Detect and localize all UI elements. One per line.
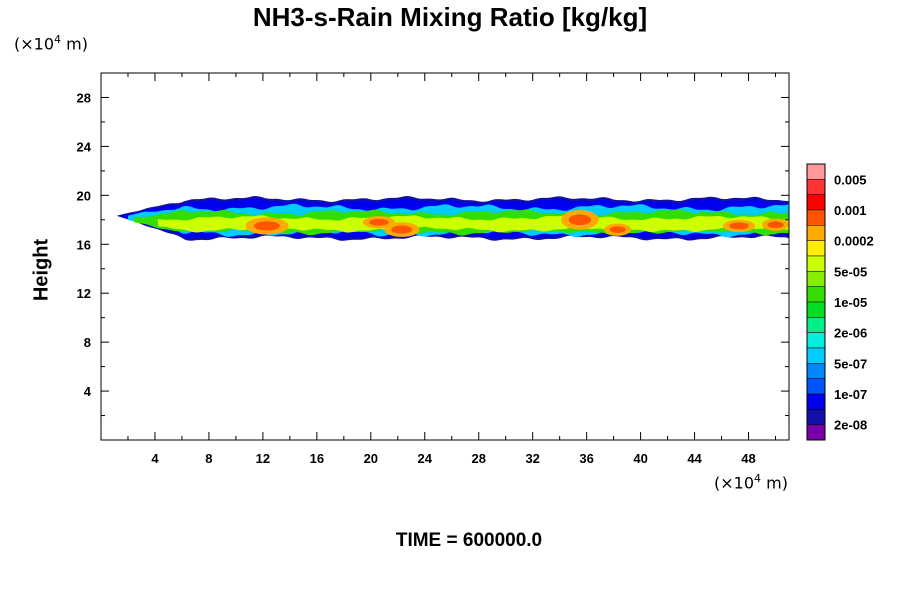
field-core-center-3 [568, 214, 592, 226]
colorbar-swatch [806, 347, 826, 364]
field-core-center-5 [729, 222, 749, 230]
colorbar-frame [806, 163, 826, 441]
colorbar-label: 5e-07 [834, 356, 867, 371]
x-tick-label: 28 [471, 451, 485, 466]
x-tick-label: 36 [579, 451, 593, 466]
y-tick-label: 16 [77, 237, 91, 252]
colorbar-swatch [806, 240, 826, 257]
field-core-center-0 [253, 221, 280, 231]
x-tick-label: 40 [633, 451, 647, 466]
colorbar-swatch [806, 271, 826, 287]
field-core-center-4 [609, 226, 626, 233]
colorbar-swatch [806, 209, 826, 226]
plot-area [100, 72, 790, 441]
colorbar-label: 2e-08 [834, 418, 867, 433]
colorbar-label: 1e-05 [834, 295, 867, 310]
y-tick-label: 8 [84, 335, 91, 350]
colorbar-swatch [806, 378, 826, 395]
field-level-5e-05 [157, 215, 789, 233]
plot-frame [100, 72, 790, 441]
x-tick-label: 24 [418, 451, 433, 466]
x-tick-label: 20 [364, 451, 378, 466]
colorbar-swatch [806, 301, 826, 318]
field-core-center-2 [391, 225, 413, 234]
colorbar-swatch [806, 409, 826, 425]
time-footer: TIME = 600000.0 [395, 530, 543, 551]
colorbar-label: 0.001 [834, 203, 867, 218]
y-axis-unit: (×104 m) [14, 33, 88, 54]
colorbar-label: 5e-05 [834, 264, 867, 279]
x-tick-label: 4 [151, 451, 159, 466]
x-tick-label: 44 [687, 451, 702, 466]
chart-title: NH3-s-Rain Mixing Ratio [kg/kg] [252, 2, 648, 32]
colorbar-swatch [806, 179, 826, 195]
colorbar-swatch [806, 363, 826, 379]
colorbar-label: 2e-06 [834, 326, 867, 341]
x-tick-label: 32 [525, 451, 539, 466]
colorbar-swatch [806, 424, 826, 441]
x-tick-label: 8 [205, 451, 212, 466]
colorbar-swatch [806, 225, 826, 241]
y-tick-label: 12 [77, 286, 91, 301]
x-axis-unit: (×104 m) [714, 472, 788, 493]
y-tick-label: 24 [77, 139, 92, 154]
colorbar-swatch [806, 332, 826, 349]
colorbar-label: 1e-07 [834, 387, 867, 402]
colorbar-label: 0.0002 [834, 234, 874, 249]
colorbar-swatch [806, 255, 826, 272]
colorbar-swatch [806, 317, 826, 333]
colorbar-label: 0.005 [834, 172, 867, 187]
x-tick-label: 16 [310, 451, 324, 466]
colorbar-swatch [806, 393, 826, 410]
colorbar-swatch [806, 194, 826, 211]
y-tick-label: 20 [77, 188, 91, 203]
field-core-center-6 [767, 221, 784, 229]
x-tick-label: 12 [256, 451, 270, 466]
x-tick-label: 48 [741, 451, 755, 466]
y-tick-label: 4 [84, 384, 92, 399]
y-tick-label: 28 [77, 90, 91, 105]
field-core-center-1 [369, 218, 389, 226]
colorbar-swatch [806, 163, 826, 180]
colorbar-swatch [806, 286, 826, 303]
